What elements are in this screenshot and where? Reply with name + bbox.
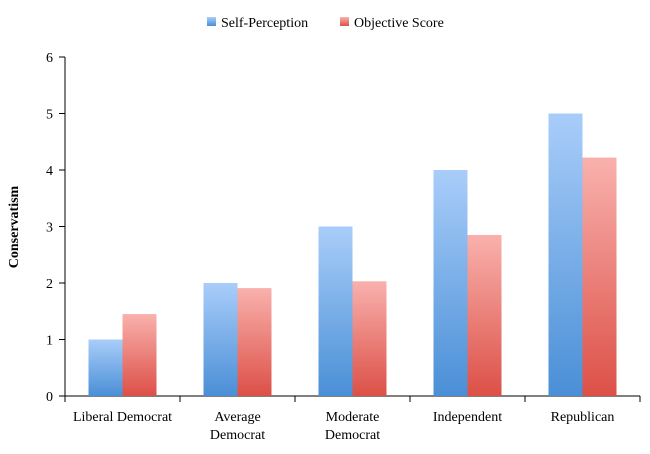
x-category-label: Average	[214, 410, 260, 425]
bar-objective-score	[467, 234, 502, 396]
legend-swatch-objective-score	[340, 17, 349, 26]
x-axis-ticks	[64, 396, 641, 402]
bar-self-perception	[433, 170, 468, 396]
bar-self-perception	[203, 283, 238, 396]
legend-label-self-perception: Self-Perception	[221, 16, 308, 31]
bar-objective-score	[352, 281, 387, 396]
x-category-label: Liberal Democrat	[73, 410, 172, 425]
bar-objective-score	[237, 288, 272, 396]
category-labels: Liberal Democrat Average Democrat Moderate D…	[73, 410, 614, 443]
bars	[88, 113, 617, 396]
y-axis-ticks: 0 1 2 3 4 5 6	[46, 51, 65, 405]
bar-objective-score	[122, 314, 157, 396]
x-category-label: Democrat	[325, 428, 380, 443]
y-tick-label: 5	[46, 108, 53, 123]
y-tick-label: 3	[46, 221, 53, 236]
y-tick-label: 4	[46, 164, 53, 179]
y-tick-label: 1	[46, 334, 53, 349]
y-tick-label: 2	[46, 277, 53, 292]
bar-self-perception	[548, 113, 583, 396]
legend: Self-Perception Objective Score	[207, 16, 444, 31]
x-category-label: Independent	[433, 410, 502, 425]
x-category-label: Republican	[551, 410, 615, 425]
x-category-label: Moderate	[326, 410, 380, 425]
y-tick-label: 6	[46, 51, 53, 66]
bar-self-perception	[318, 226, 353, 396]
legend-swatch-self-perception	[207, 17, 216, 26]
legend-label-objective-score: Objective Score	[354, 16, 444, 31]
y-axis-title: Conservatism	[7, 185, 22, 268]
y-tick-label: 0	[46, 390, 53, 405]
x-category-label: Democrat	[210, 428, 265, 443]
bar-self-perception	[88, 339, 123, 396]
bar-objective-score	[582, 157, 617, 396]
